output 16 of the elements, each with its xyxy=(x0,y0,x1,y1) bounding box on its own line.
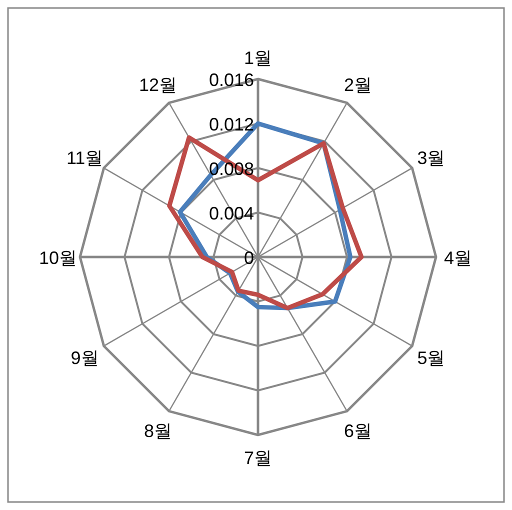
spoke-label: 10월 xyxy=(38,248,78,268)
y-tick-label: 0.004 xyxy=(208,204,254,224)
spoke-label: 7월 xyxy=(244,448,272,468)
y-tick-label: 0 xyxy=(244,248,254,268)
spoke-label: 6월 xyxy=(344,421,372,442)
y-tick-label: 0.012 xyxy=(208,114,254,134)
spoke-label: 5월 xyxy=(417,348,446,368)
spoke-label: 1월 xyxy=(244,48,272,68)
y-tick-label: 0.016 xyxy=(208,70,254,90)
spoke-label: 12월 xyxy=(138,74,178,95)
spoke-label: 4월 xyxy=(444,248,472,268)
spoke-label: 3월 xyxy=(417,148,446,168)
spoke-label: 8월 xyxy=(144,421,172,442)
spoke-label: 2월 xyxy=(344,74,372,95)
spoke-label: 9월 xyxy=(70,348,99,368)
spoke-label: 11월 xyxy=(66,148,104,168)
